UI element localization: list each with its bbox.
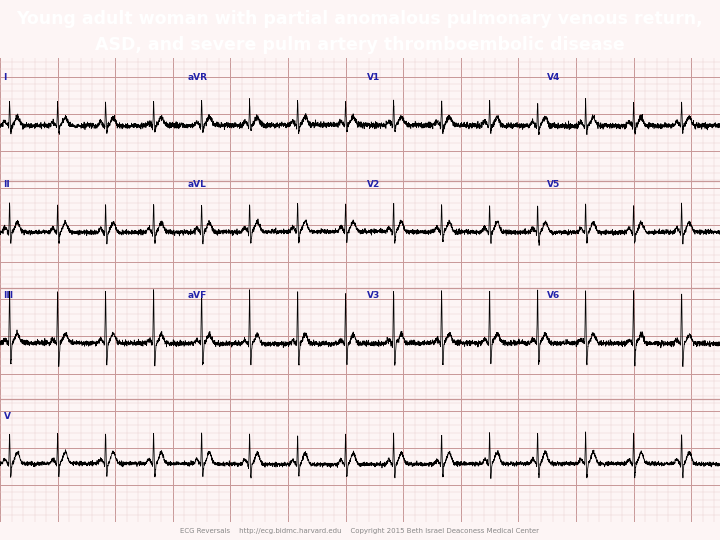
Text: V: V — [4, 412, 11, 421]
Text: V6: V6 — [547, 292, 560, 300]
Text: ASD, and severe pulm artery thromboembolic disease: ASD, and severe pulm artery thromboembol… — [95, 36, 625, 54]
Text: aVF: aVF — [187, 292, 207, 300]
Text: V3: V3 — [367, 292, 380, 300]
Text: Young adult woman with partial anomalous pulmonary venous return,: Young adult woman with partial anomalous… — [17, 10, 703, 28]
Text: ECG Reversals    http://ecg.bidmc.harvard.edu    Copyright 2015 Beth Israel Deac: ECG Reversals http://ecg.bidmc.harvard.e… — [181, 528, 539, 534]
Text: I: I — [4, 73, 7, 83]
Text: III: III — [4, 292, 14, 300]
Text: aVR: aVR — [187, 73, 207, 83]
Text: V4: V4 — [547, 73, 561, 83]
Text: V1: V1 — [367, 73, 380, 83]
Text: V5: V5 — [547, 180, 560, 189]
Text: II: II — [4, 180, 10, 189]
Text: aVL: aVL — [187, 180, 206, 189]
Text: V2: V2 — [367, 180, 380, 189]
